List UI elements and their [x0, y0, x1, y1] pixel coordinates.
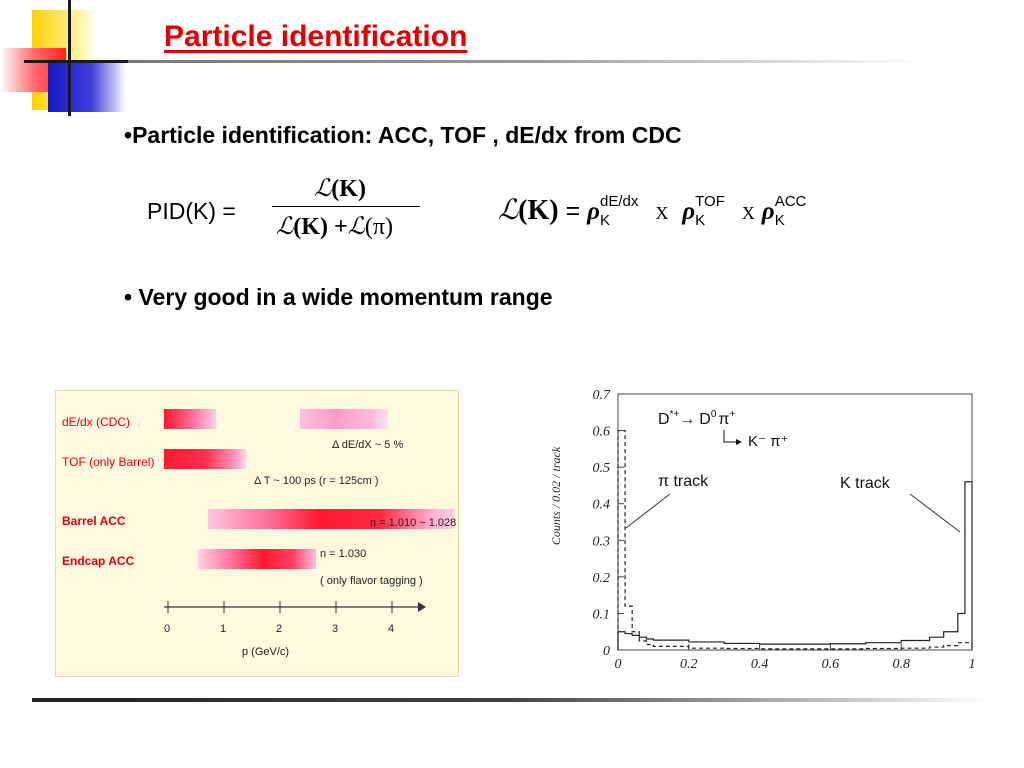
- denominator-part2: (π): [364, 214, 394, 240]
- y-tick-label: 0.2: [593, 571, 611, 586]
- rho-subscript: K: [774, 212, 785, 229]
- times-sign: X: [741, 203, 755, 223]
- axis-tick-3: 3: [332, 623, 339, 635]
- y-tick-label: 0.1: [593, 607, 611, 622]
- y-tick-label: 0.4: [593, 498, 611, 513]
- x-tick-label: 0: [615, 657, 622, 672]
- pid-histogram: 0 0.1 0.2 0.3 0.4 0.5 0.6 0.7 0 0.2 0.4 0.6 0.8 1 Co…: [549, 388, 976, 672]
- fraction-line: [272, 206, 420, 207]
- likelihood-symbol: ℒ: [314, 174, 332, 202]
- likelihood-k: (K): [518, 195, 559, 226]
- rho-subscript: K: [695, 212, 706, 229]
- dedx-bar-low: [164, 409, 216, 429]
- y-tick-label: 0.3: [593, 534, 611, 549]
- endcap-index-note: n = 1.030: [320, 548, 367, 560]
- histogram-x-ticks: 0 0.2 0.4 0.6 0.8 1: [615, 644, 976, 672]
- x-tick-label: 0.2: [680, 657, 698, 672]
- y-tick-label: 0: [603, 644, 610, 659]
- tof-bar: [164, 449, 246, 469]
- barrel-acc-bar: [208, 509, 454, 529]
- row-label-barrel-acc: Barrel ACC: [62, 514, 126, 528]
- histogram-series-pi: [617, 429, 973, 650]
- axis-tick-0: 0: [164, 623, 171, 635]
- fraction-denominator: ℒ(K) +ℒ(π): [276, 212, 393, 241]
- y-tick-label: 0.7: [593, 388, 612, 403]
- x-tick-label: 0.4: [751, 657, 769, 672]
- histogram-series-k: [617, 481, 973, 650]
- bottom-rule: [32, 698, 992, 702]
- rho-subscript: K: [600, 212, 611, 229]
- histogram-plot-area: [617, 393, 973, 651]
- decay-arrow: →: [679, 411, 695, 428]
- x-tick-label: 1: [969, 657, 976, 672]
- times-sign: X: [655, 203, 669, 223]
- bullet-1-text: Particle identification: ACC, TOF , dE/d…: [132, 122, 682, 148]
- rho-superscript-tof: TOF: [695, 192, 725, 210]
- bullet-2-marker: •: [124, 284, 133, 310]
- rho-symbol: ρ: [761, 198, 775, 225]
- dedx-resolution-note: Δ dE/dX ~ 5 %: [332, 439, 404, 451]
- decay-dstar-sup: *+: [670, 409, 680, 420]
- axis-tick-1: 1: [220, 623, 227, 635]
- tof-resolution-note: Δ T ~ 100 ps (r = 125cm ): [254, 475, 379, 487]
- histogram-y-label: Counts / 0.02 / track: [549, 446, 563, 545]
- bullet-2-text: Very good in a wide momentum range: [138, 284, 553, 310]
- decay-d0: D: [699, 411, 711, 428]
- decay-pi: π: [718, 411, 729, 428]
- rho-superscript-acc: ACC: [774, 192, 807, 210]
- endcap-flavor-note: ( only flavor tagging ): [320, 575, 423, 587]
- momentum-axis: [164, 601, 426, 613]
- x-tick-label: 0.6: [822, 657, 840, 672]
- slide-title: Particle identification: [164, 20, 468, 53]
- likelihood-symbol: ℒ: [498, 193, 519, 226]
- barrel-index-note: n = 1.010 ~ 1.028: [370, 517, 457, 529]
- equals-sign: =: [565, 197, 581, 225]
- y-tick-label: 0.5: [593, 461, 611, 476]
- rho-symbol: ρ: [587, 198, 601, 225]
- axis-tick-2: 2: [276, 623, 283, 635]
- rho-superscript-dedx: dE/dx: [600, 192, 639, 210]
- axis-label: p (GeV/c): [242, 646, 290, 658]
- pi-track-label: π track: [658, 473, 709, 490]
- pi-track-pointer: [625, 493, 671, 529]
- row-label-dedx: dE/dx (CDC): [62, 415, 131, 429]
- axis-tick-4: 4: [388, 623, 395, 635]
- row-label-endcap-acc: Endcap ACC: [62, 554, 135, 568]
- bullet-2: • Very good in a wide momentum range: [124, 284, 553, 311]
- decay-branch-arrow: [723, 430, 736, 443]
- likelihood-symbol: ℒ: [347, 212, 365, 240]
- numerator-text: (K): [331, 176, 366, 202]
- y-tick-label: 0.6: [593, 425, 611, 440]
- pid-label: PID(K) =: [147, 198, 236, 224]
- decay-dstar: D: [658, 411, 670, 428]
- k-track-label: K track: [840, 475, 891, 492]
- decay-line-2: K⁻ π⁺: [748, 433, 788, 450]
- fraction-numerator: ℒ(K): [314, 174, 366, 203]
- histogram-y-ticks: 0 0.1 0.2 0.3 0.4 0.5 0.6 0.7: [593, 388, 624, 659]
- likelihood-product: ℒ(K) = ρKdE/dx X ρKTOF X ρKACC: [498, 193, 816, 229]
- title-rule: [128, 60, 928, 63]
- endcap-acc-bar: [198, 549, 316, 569]
- decay-branch-arrow-head: [736, 439, 742, 445]
- denominator-part1: (K) +: [293, 214, 348, 240]
- histogram-series: [617, 429, 973, 650]
- row-label-tof: TOF (only Barrel): [62, 455, 155, 469]
- x-tick-label: 0.8: [892, 657, 910, 672]
- dedx-bar-high: [300, 409, 388, 429]
- corner-decoration-horizontal-line: [24, 60, 128, 63]
- histogram-frame: [617, 393, 973, 651]
- bullet-1: •Particle identification: ACC, TOF , dE/…: [124, 122, 682, 149]
- decay-line-1: D*+→ D0 π+: [658, 409, 735, 428]
- rho-symbol: ρ: [682, 198, 696, 225]
- decay-d0-sup: 0: [711, 409, 717, 420]
- likelihood-symbol: ℒ: [276, 212, 294, 240]
- corner-decoration-blue: [48, 62, 126, 112]
- corner-decoration-vertical-line: [68, 0, 71, 116]
- momentum-coverage-figure: dE/dx (CDC) TOF (only Barrel) Barrel ACC…: [55, 390, 459, 677]
- k-track-pointer: [909, 493, 961, 533]
- bullet-1-marker: •: [124, 122, 133, 148]
- decay-pi-sup: +: [729, 409, 735, 420]
